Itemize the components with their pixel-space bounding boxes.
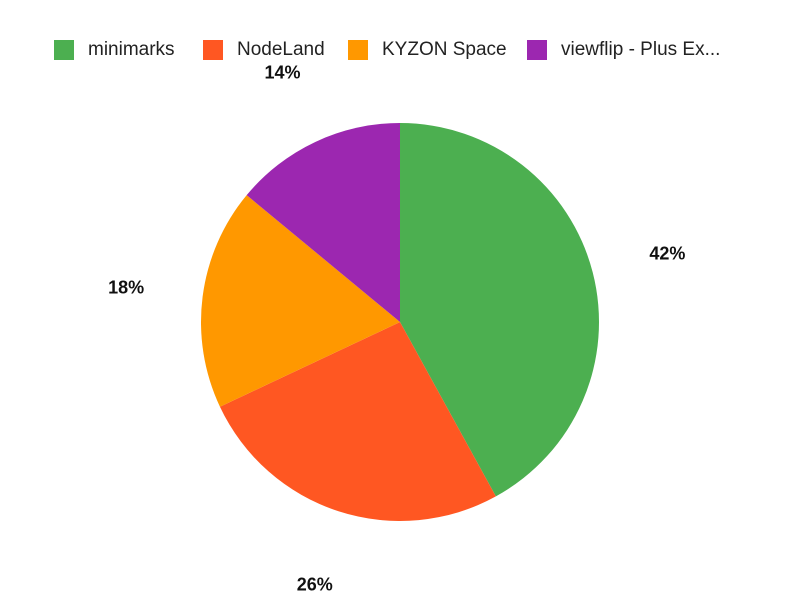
legend-swatch [348, 40, 368, 60]
legend-label: viewflip - Plus Ex... [561, 39, 721, 60]
legend-swatch [527, 40, 547, 60]
legend-item-kyzon-space[interactable]: KYZON Space [348, 36, 507, 64]
legend-label: KYZON Space [382, 39, 507, 60]
legend-label: NodeLand [237, 39, 325, 60]
pie-slice-kyzon-space[interactable] [201, 195, 400, 407]
legend-swatch [203, 40, 223, 60]
slice-percent-label: 26% [297, 574, 333, 594]
slice-percent-label: 42% [649, 243, 685, 263]
chart-legend: minimarks NodeLand KYZON Space viewflip … [0, 36, 800, 64]
slice-percent-label: 14% [264, 62, 300, 82]
legend-swatch [54, 40, 74, 60]
slice-percent-label: 18% [108, 277, 144, 297]
legend-label: minimarks [88, 39, 175, 60]
pie-slice-viewflip-plus-ex[interactable] [246, 123, 400, 322]
legend-item-viewflip[interactable]: viewflip - Plus Ex... [527, 36, 720, 64]
legend-item-minimarks[interactable]: minimarks [54, 36, 175, 64]
legend-item-nodeland[interactable]: NodeLand [203, 36, 325, 64]
pie-slice-nodeland[interactable] [219, 322, 496, 521]
pie-slice-minimarks[interactable] [400, 123, 599, 497]
